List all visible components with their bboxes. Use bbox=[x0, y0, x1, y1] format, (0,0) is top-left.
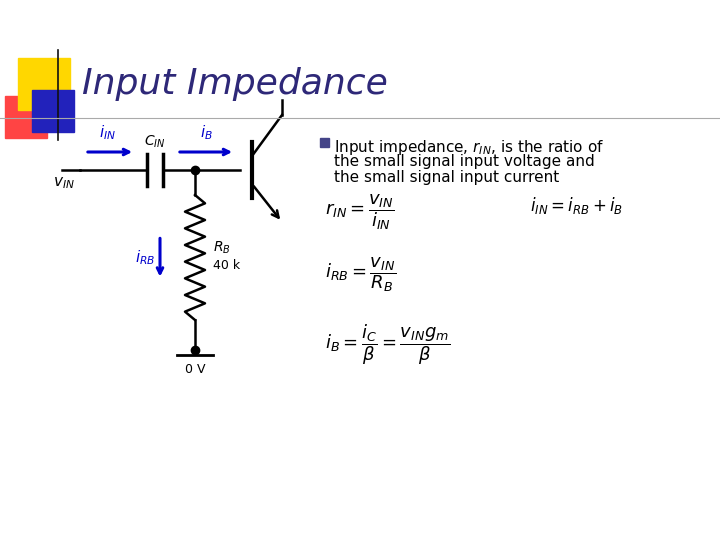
Text: the small signal input current: the small signal input current bbox=[334, 170, 559, 185]
Text: 0 V: 0 V bbox=[185, 363, 205, 376]
Text: $i_{IN} = i_{RB} + i_B$: $i_{IN} = i_{RB} + i_B$ bbox=[530, 195, 623, 216]
Text: $i_B = \dfrac{i_C}{\beta} = \dfrac{v_{IN}g_m}{\beta}$: $i_B = \dfrac{i_C}{\beta} = \dfrac{v_{IN… bbox=[325, 322, 451, 367]
Bar bbox=[5, 96, 47, 138]
Text: the small signal input voltage and: the small signal input voltage and bbox=[334, 154, 595, 169]
Text: Input Impedance: Input Impedance bbox=[82, 67, 388, 101]
Text: $i_B$: $i_B$ bbox=[199, 123, 212, 142]
Text: $v_{IN}$: $v_{IN}$ bbox=[53, 175, 75, 191]
Text: $C_{IN}$: $C_{IN}$ bbox=[144, 133, 166, 150]
Text: $R_B$: $R_B$ bbox=[213, 239, 230, 256]
Text: $r_{IN} = \dfrac{v_{IN}}{i_{IN}}$: $r_{IN} = \dfrac{v_{IN}}{i_{IN}}$ bbox=[325, 192, 395, 232]
Text: 40 k: 40 k bbox=[213, 259, 240, 272]
Text: Input impedance, $r_{IN}$, is the ratio of: Input impedance, $r_{IN}$, is the ratio … bbox=[334, 138, 604, 157]
Text: $i_{IN}$: $i_{IN}$ bbox=[99, 123, 116, 142]
Text: $i_{RB}$: $i_{RB}$ bbox=[135, 248, 155, 267]
Bar bbox=[32, 90, 74, 132]
Text: $i_{RB} = \dfrac{v_{IN}}{R_B}$: $i_{RB} = \dfrac{v_{IN}}{R_B}$ bbox=[325, 255, 396, 294]
Bar bbox=[18, 58, 70, 110]
Bar bbox=[320, 138, 329, 147]
